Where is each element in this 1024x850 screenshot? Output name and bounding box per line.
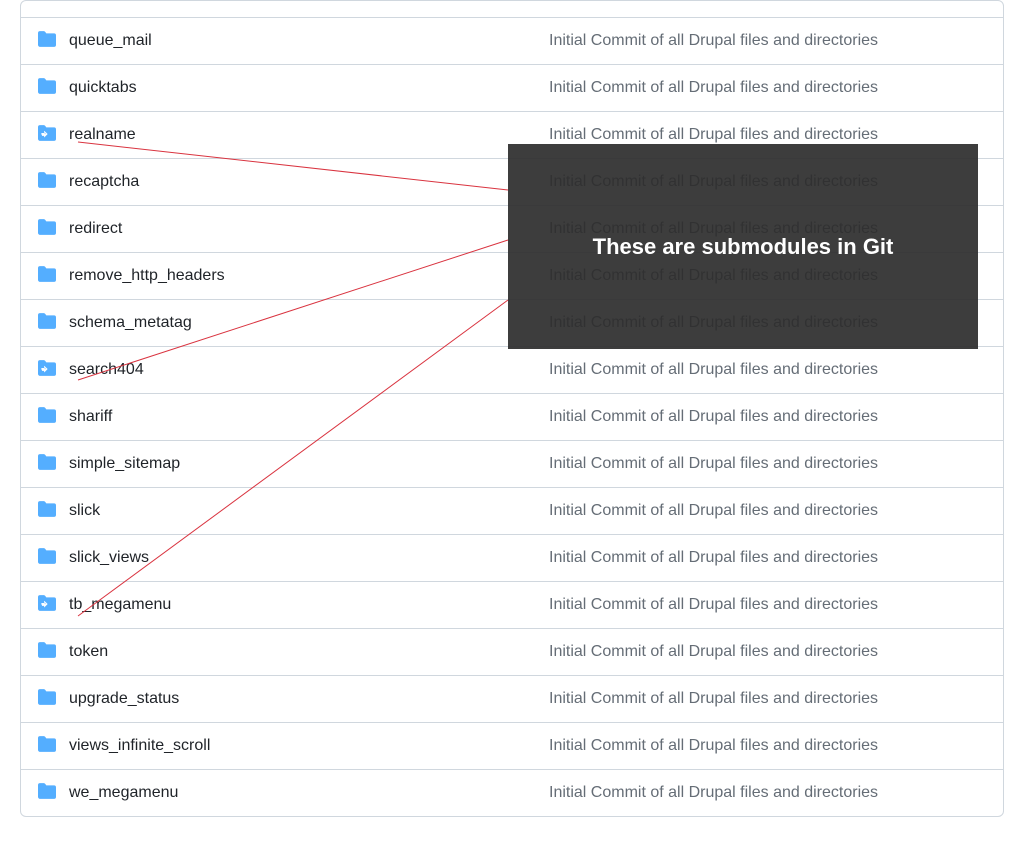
folder-icon [37,688,57,711]
commit-message-link[interactable]: Initial Commit of all Drupal files and d… [549,126,878,143]
file-name-link[interactable]: we_megamenu [69,784,178,801]
commit-message-link[interactable]: Initial Commit of all Drupal files and d… [549,690,878,707]
commit-message-link[interactable]: Initial Commit of all Drupal files and d… [549,361,878,378]
folder-icon [37,30,57,53]
folder-icon [37,735,57,758]
submodule-icon [37,359,57,382]
commit-message-link[interactable]: Initial Commit of all Drupal files and d… [549,596,878,613]
file-name-link[interactable]: redirect [69,220,122,237]
file-name-link[interactable]: shariff [69,408,112,425]
commit-message-link[interactable]: Initial Commit of all Drupal files and d… [549,79,878,96]
commit-message-link[interactable]: Initial Commit of all Drupal files and d… [549,408,878,425]
submodule-icon [37,594,57,617]
callout-text: These are submodules in Git [593,234,894,260]
callout-annotation: These are submodules in Git [508,144,978,349]
file-name-link[interactable]: remove_http_headers [69,267,225,284]
folder-icon [37,406,57,429]
folder-icon [37,500,57,523]
table-row: slick_views Initial Commit of all Drupal … [21,534,1003,581]
folder-icon [37,547,57,570]
table-row: search404 Initial Commit of all Drupal fi… [21,346,1003,393]
table-row: tb_megamenu Initial Commit of all Drupal … [21,581,1003,628]
commit-message-link[interactable]: Initial Commit of all Drupal files and d… [549,32,878,49]
table-row: shariff Initial Commit of all Drupal file… [21,393,1003,440]
table-row: views_infinite_scroll Initial Commit of a… [21,722,1003,769]
commit-message-link[interactable]: Initial Commit of all Drupal files and d… [549,737,878,754]
folder-icon [37,218,57,241]
commit-message-link[interactable]: Initial Commit of all Drupal files and d… [549,643,878,660]
file-name-link[interactable]: slick [69,502,100,519]
commit-message-link[interactable]: Initial Commit of all Drupal files and d… [549,502,878,519]
file-name-link[interactable]: upgrade_status [69,690,179,707]
file-name-link[interactable]: simple_sitemap [69,455,180,472]
folder-icon [37,641,57,664]
folder-icon [37,77,57,100]
table-row: upgrade_status Initial Commit of all Drup… [21,675,1003,722]
folder-icon [37,171,57,194]
table-row: quicktabs Initial Commit of all Drupal fi… [21,64,1003,111]
file-name-link[interactable]: search404 [69,361,144,378]
file-name-link[interactable]: recaptcha [69,173,139,190]
file-name-link[interactable]: realname [69,126,136,143]
file-name-link[interactable]: token [69,643,108,660]
file-name-link[interactable]: views_infinite_scroll [69,737,210,754]
file-list: queue_mail Initial Commit of all Drupal f… [20,0,1004,817]
folder-icon [37,265,57,288]
commit-message-link[interactable]: Initial Commit of all Drupal files and d… [549,784,878,801]
folder-icon [37,782,57,805]
file-name-link[interactable]: quicktabs [69,79,137,96]
table-row: queue_mail Initial Commit of all Drupal f… [21,17,1003,64]
table-row: token Initial Commit of all Drupal files … [21,628,1003,675]
file-name-link[interactable]: tb_megamenu [69,596,171,613]
table-row: simple_sitemap Initial Commit of all Drup… [21,440,1003,487]
folder-icon [37,312,57,335]
table-row: we_megamenu Initial Commit of all Drupal … [21,769,1003,816]
table-row: slick Initial Commit of all Drupal files … [21,487,1003,534]
table-row-partial [21,1,1003,17]
submodule-icon [37,124,57,147]
file-name-link[interactable]: schema_metatag [69,314,192,331]
commit-message-link[interactable]: Initial Commit of all Drupal files and d… [549,455,878,472]
folder-icon [37,453,57,476]
file-name-link[interactable]: slick_views [69,549,149,566]
file-name-link[interactable]: queue_mail [69,32,152,49]
commit-message-link[interactable]: Initial Commit of all Drupal files and d… [549,549,878,566]
